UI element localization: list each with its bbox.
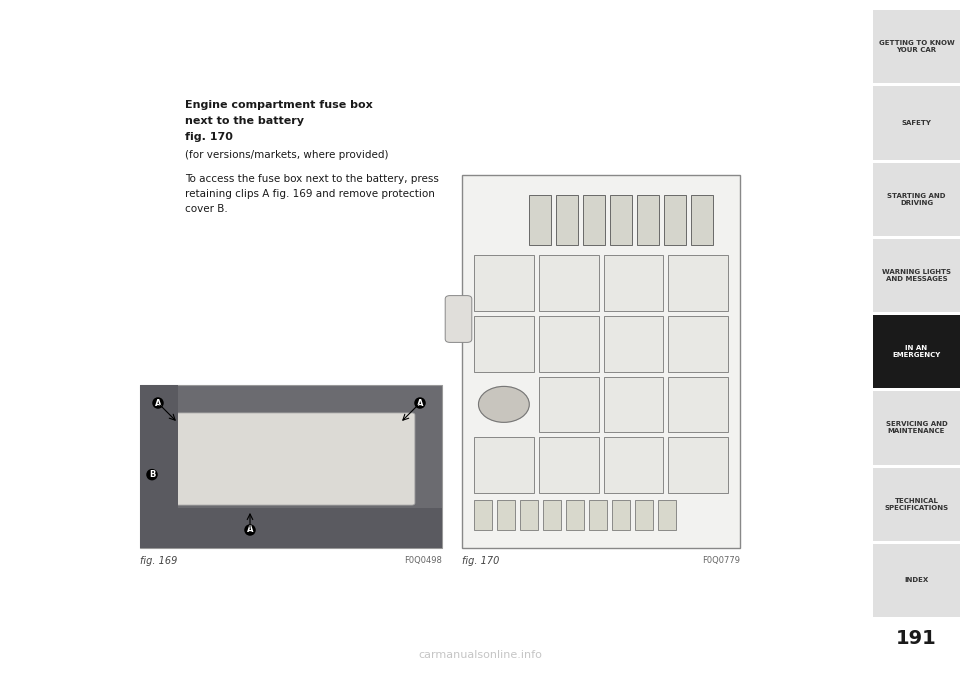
Bar: [462, 175, 740, 548]
Bar: [474, 255, 534, 311]
Text: A: A: [417, 399, 423, 407]
Bar: [873, 391, 960, 464]
Text: To access the fuse box next to the battery, press: To access the fuse box next to the batte…: [185, 174, 439, 184]
Text: cover B.: cover B.: [185, 204, 228, 214]
Bar: [604, 437, 663, 493]
Bar: [873, 162, 960, 236]
Bar: [140, 385, 178, 548]
Bar: [543, 500, 561, 530]
Text: F0Q0498: F0Q0498: [404, 556, 442, 565]
Bar: [668, 255, 728, 311]
Bar: [474, 500, 492, 530]
Bar: [539, 437, 598, 493]
Bar: [604, 255, 663, 311]
Text: Engine compartment fuse box: Engine compartment fuse box: [185, 100, 372, 110]
Text: SERVICING AND
MAINTENANCE: SERVICING AND MAINTENANCE: [886, 422, 948, 435]
Bar: [873, 315, 960, 388]
Text: (for versions/markets, where provided): (for versions/markets, where provided): [185, 150, 389, 160]
Text: fig. 170: fig. 170: [462, 556, 499, 566]
Bar: [658, 500, 676, 530]
Bar: [604, 376, 663, 433]
Text: A: A: [155, 399, 161, 407]
Bar: [873, 544, 960, 617]
Bar: [873, 10, 960, 84]
Bar: [691, 195, 713, 245]
Text: carmanualsonline.info: carmanualsonline.info: [418, 650, 542, 660]
Text: F0Q0779: F0Q0779: [702, 556, 740, 565]
Text: WARNING LIGHTS
AND MESSAGES: WARNING LIGHTS AND MESSAGES: [882, 269, 951, 282]
Bar: [140, 508, 442, 548]
Bar: [873, 468, 960, 540]
Text: B: B: [149, 470, 156, 479]
Bar: [610, 195, 632, 245]
Bar: [589, 500, 607, 530]
Bar: [873, 239, 960, 312]
Bar: [539, 316, 598, 371]
Bar: [637, 195, 659, 245]
Bar: [474, 316, 534, 371]
FancyBboxPatch shape: [172, 413, 415, 505]
Text: A: A: [247, 526, 253, 534]
Text: retaining clips A fig. 169 and remove protection: retaining clips A fig. 169 and remove pr…: [185, 189, 435, 199]
Bar: [566, 500, 584, 530]
Bar: [612, 500, 630, 530]
FancyBboxPatch shape: [445, 295, 471, 342]
Text: fig. 169: fig. 169: [140, 556, 178, 566]
Bar: [668, 376, 728, 433]
Text: next to the battery: next to the battery: [185, 116, 304, 126]
Bar: [604, 316, 663, 371]
Bar: [474, 437, 534, 493]
Text: fig. 170: fig. 170: [185, 132, 233, 142]
Text: GETTING TO KNOW
YOUR CAR: GETTING TO KNOW YOUR CAR: [878, 40, 954, 53]
Bar: [583, 195, 605, 245]
Bar: [556, 195, 578, 245]
Bar: [539, 376, 598, 433]
Circle shape: [478, 386, 529, 422]
Text: IN AN
EMERGENCY: IN AN EMERGENCY: [893, 345, 941, 358]
Text: 191: 191: [896, 629, 937, 648]
Bar: [668, 437, 728, 493]
Bar: [635, 500, 653, 530]
Bar: [497, 500, 515, 530]
Text: TECHNICAL
SPECIFICATIONS: TECHNICAL SPECIFICATIONS: [884, 498, 948, 511]
Bar: [539, 255, 598, 311]
Text: SAFETY: SAFETY: [901, 120, 931, 126]
Bar: [664, 195, 686, 245]
Bar: [520, 500, 538, 530]
Bar: [140, 385, 442, 548]
Bar: [668, 316, 728, 371]
Bar: [873, 86, 960, 160]
Text: INDEX: INDEX: [904, 577, 928, 583]
Bar: [529, 195, 551, 245]
Text: STARTING AND
DRIVING: STARTING AND DRIVING: [887, 193, 946, 206]
